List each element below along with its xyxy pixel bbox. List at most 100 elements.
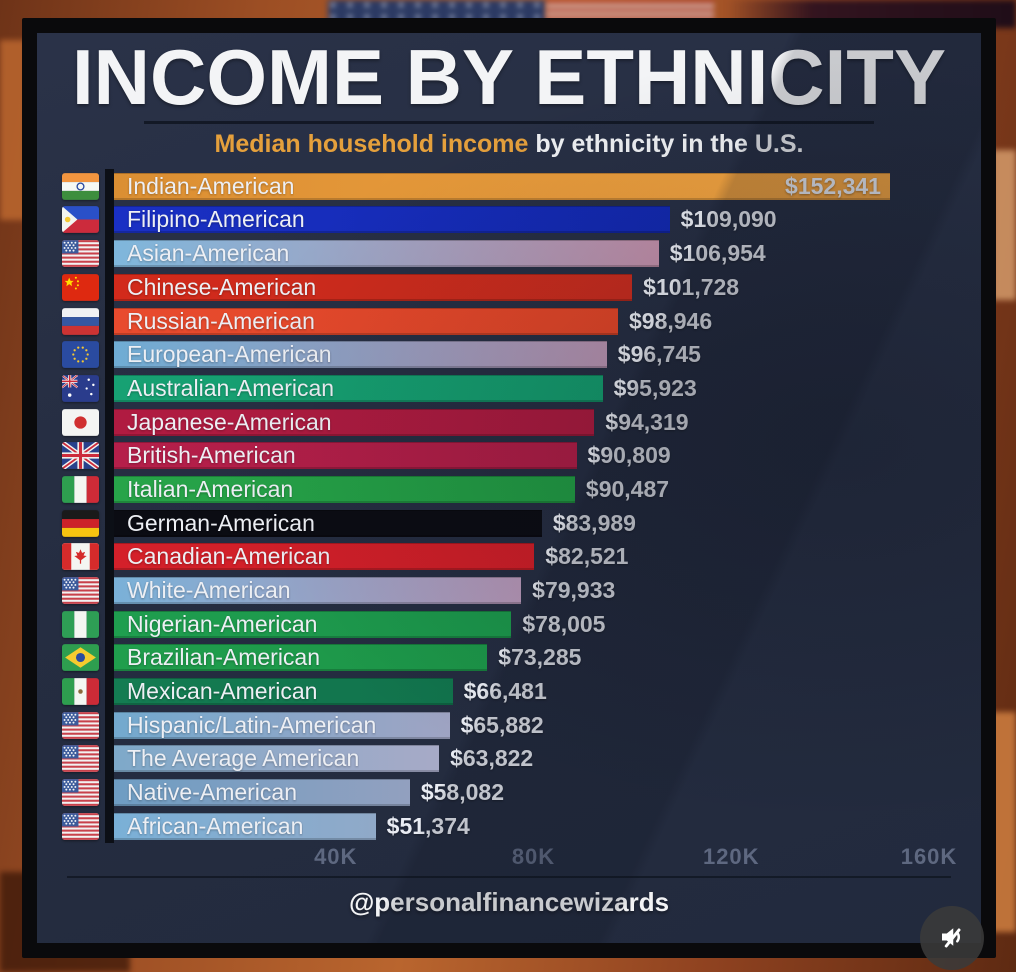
china-flag-icon [61,273,99,301]
bar-track: Brazilian-American $73,285 [105,641,929,675]
bar-track: Italian-American $90,487 [105,472,929,507]
bar-value: $65,882 [460,711,544,738]
chart-row: Russian-American $98,946 [61,304,981,338]
chart-row: Hispanic/Latin-American $65,882 [61,708,981,743]
subtitle-rest: by ethnicity in the U.S. [528,130,804,159]
artwork-highlight-left [0,40,26,220]
income-bar: White-American [114,577,522,605]
bar-value: $96,745 [617,341,701,368]
brazil-flag-icon [61,644,99,672]
australia-flag-icon [61,374,99,402]
bar-label: Indian-American [127,172,295,199]
income-bar: Brazilian-American [114,644,488,672]
bar-label: Russian-American [127,307,315,334]
usa-flag-icon [61,812,99,840]
bar-label: Filipino-American [127,206,305,233]
x-axis: 40K 80K 120K 160K [138,843,956,871]
income-bar: Indian-American $152,341 [114,172,890,200]
chart-row: Filipino-American $109,090 [61,203,981,237]
artwork-highlight-right [992,150,1016,300]
bar-value: $90,809 [587,442,671,469]
income-bar: Native-American [114,779,410,807]
axis-tick-label: 120K [702,844,760,870]
bar-value: $66,481 [463,678,547,705]
axis-tick-label: 160K [900,844,958,870]
philippines-flag-icon [61,206,99,234]
bar-label: Nigerian-American [127,610,318,637]
income-bar: The Average American [114,745,440,773]
chart-row: Indian-American $152,341 [61,169,981,204]
flag-painting-stripes [546,0,714,22]
bar-label: Australian-American [127,374,335,401]
income-bar: Asian-American [114,240,659,268]
bar-value: $94,319 [605,408,689,435]
chart-row: Chinese-American $101,728 [61,270,981,305]
income-bar: Russian-American [114,307,618,335]
bar-value: $83,989 [552,509,636,536]
italy-flag-icon [61,475,99,503]
bar-value: $78,005 [522,610,606,637]
japan-flag-icon [61,408,99,436]
usa-flag-icon [61,577,99,605]
speaker-muted-icon [937,922,967,955]
bar-track: Asian-American $106,954 [105,236,929,271]
chart-row: British-American $90,809 [61,438,981,473]
bar-track: German-American $83,989 [105,506,929,540]
infographic-card: INCOME BY ETHNICITY Median household inc… [37,33,981,943]
title-divider [144,121,874,125]
nigeria-flag-icon [61,610,99,638]
bar-track: Japanese-American $94,319 [105,405,929,439]
chart-row: African-American $51,374 [61,809,981,844]
bar-value: $82,521 [545,543,629,570]
income-bar: African-American [114,812,376,840]
chart-row: Native-American $58,082 [61,775,981,810]
income-bar: European-American [114,341,607,369]
bar-label: White-American [127,577,291,604]
bar-value: $63,822 [450,745,534,772]
bar-track: Canadian-American $82,521 [105,540,929,574]
bar-label: Canadian-American [127,543,331,570]
usa-flag-icon [61,240,99,268]
income-bar: Japanese-American [114,408,595,436]
footer-divider [67,876,951,879]
bar-track: African-American $51,374 [105,809,929,844]
income-bar: German-American [114,509,542,537]
usa-flag-icon [61,711,99,739]
bar-label: African-American [127,812,304,839]
chart-row: Canadian-American $82,521 [61,540,981,574]
income-bar: Mexican-American [114,678,453,706]
bar-label: The Average American [127,745,360,772]
bar-track: Hispanic/Latin-American $65,882 [105,708,929,743]
chart-row: The Average American $63,822 [61,742,981,776]
income-bar: Australian-American [114,374,603,402]
mute-button[interactable] [920,906,984,970]
bar-track: European-American $96,745 [105,337,929,372]
bar-label: British-American [127,442,296,469]
income-bar: Nigerian-American [114,610,512,638]
canada-flag-icon [61,543,99,571]
income-bar: Italian-American [114,475,575,503]
bar-value: $101,728 [643,273,740,300]
bar-track: Russian-American $98,946 [105,304,929,338]
chart-row: European-American $96,745 [61,337,981,372]
bar-chart: Indian-American $152,341 Filipino-American… [37,169,981,871]
bar-track: White-American $79,933 [105,573,929,608]
chart-row: Mexican-American $66,481 [61,674,981,709]
usa-flag-icon [61,779,99,807]
bar-label: Asian-American [127,240,290,267]
bar-value: $51,374 [386,812,470,839]
bar-track: The Average American $63,822 [105,742,929,776]
russia-flag-icon [61,307,99,335]
uk-flag-icon [61,442,99,470]
usa-flag-icon [61,745,99,773]
bar-track: Nigerian-American $78,005 [105,607,929,642]
income-bar: British-American [114,442,577,470]
bar-value: $90,487 [585,475,670,502]
income-bar: Chinese-American [114,273,633,301]
bar-track: Mexican-American $66,481 [105,674,929,709]
chart-row: Australian-American $95,923 [61,371,981,406]
axis-tick-label: 40K [314,844,358,870]
bar-label: Mexican-American [127,678,318,705]
bar-label: Hispanic/Latin-American [127,711,377,738]
